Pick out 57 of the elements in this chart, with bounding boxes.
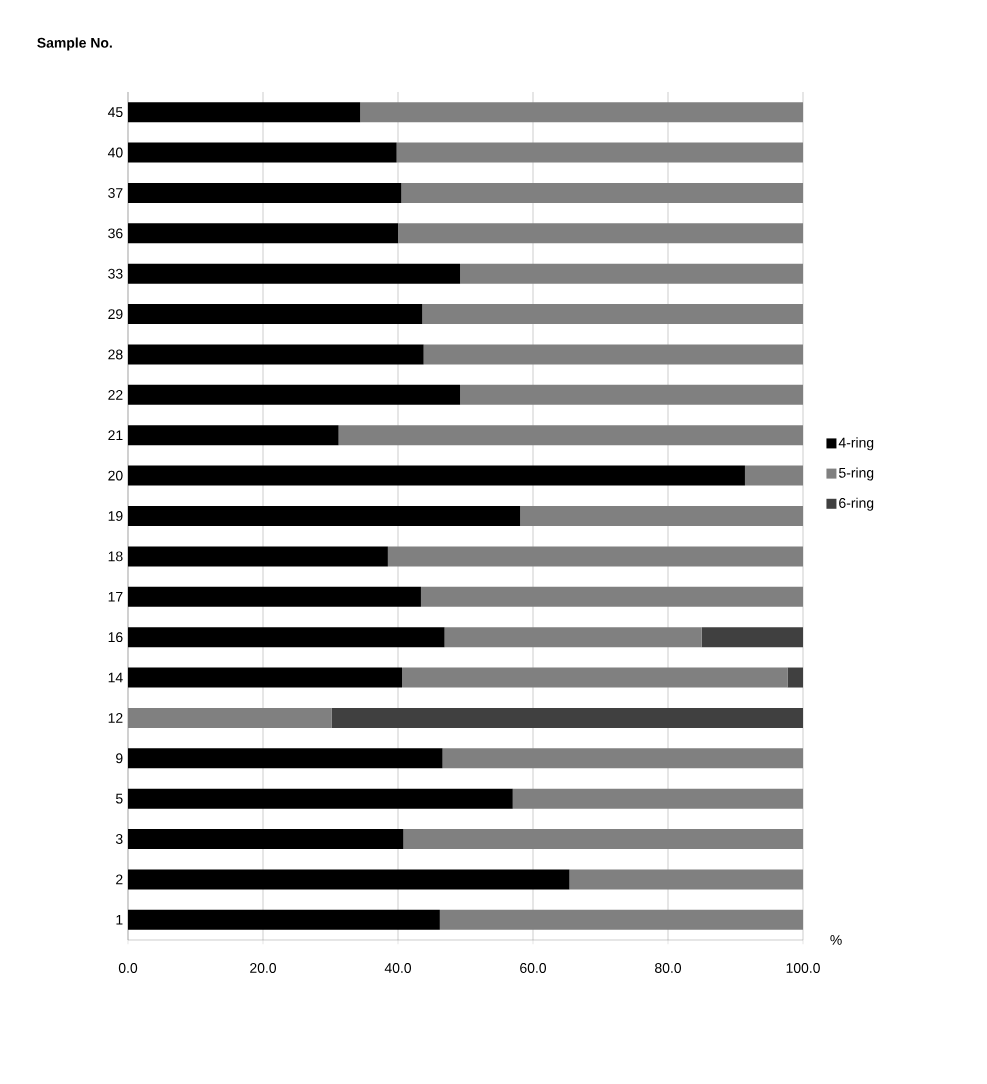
x-tick-label: 100.0 bbox=[786, 963, 820, 973]
bar bbox=[128, 263, 461, 284]
y-tick-label: 21 bbox=[108, 430, 123, 441]
x-tick-label: 40.0 bbox=[384, 963, 412, 973]
y-tick-label: 2 bbox=[116, 874, 123, 885]
bar bbox=[128, 223, 398, 244]
x-tick-label: 80.0 bbox=[655, 963, 682, 973]
y-tick-label: 28 bbox=[108, 349, 123, 360]
bar bbox=[128, 546, 388, 567]
legend-label: 4-ring bbox=[838, 437, 874, 451]
y-tick-label: 14 bbox=[108, 672, 123, 683]
y-tick-label: 17 bbox=[108, 591, 123, 602]
y-tick-label: 29 bbox=[108, 309, 123, 320]
bar bbox=[128, 869, 570, 890]
bar bbox=[128, 586, 421, 607]
bar bbox=[402, 667, 788, 688]
bar bbox=[128, 667, 403, 688]
bar bbox=[444, 627, 702, 648]
y-tick-label: 12 bbox=[108, 713, 123, 723]
legend-label: 6-ring bbox=[839, 497, 874, 511]
y-tick-label: 37 bbox=[108, 188, 123, 198]
bar bbox=[128, 142, 397, 163]
x-tick-label: 60.0 bbox=[520, 963, 547, 973]
bar bbox=[701, 627, 803, 648]
bar bbox=[128, 788, 513, 809]
bar bbox=[787, 667, 803, 688]
y-tick-label: 19 bbox=[108, 511, 123, 521]
y-tick-label: 1 bbox=[116, 915, 123, 925]
y-tick-label: 40 bbox=[107, 147, 123, 158]
y-tick-label: 5 bbox=[115, 793, 123, 804]
x-tick-label: 0.0 bbox=[118, 963, 138, 973]
bar bbox=[128, 182, 402, 203]
y-tick-label: 18 bbox=[108, 551, 123, 562]
bar bbox=[128, 829, 404, 850]
legend-label: 5-ring bbox=[839, 467, 874, 481]
bar bbox=[128, 506, 521, 526]
bar bbox=[128, 102, 361, 123]
y-tick-label: 33 bbox=[108, 268, 123, 279]
bar bbox=[128, 344, 424, 365]
y-tick-label: 16 bbox=[108, 632, 123, 643]
y-tick-label: 36 bbox=[108, 228, 123, 239]
y-tick-label: 3 bbox=[115, 834, 123, 844]
y-tick-label: 22 bbox=[108, 389, 123, 400]
y-tick-label: 9 bbox=[116, 753, 123, 764]
bar bbox=[128, 627, 445, 648]
bar bbox=[128, 748, 443, 769]
y-tick-label: 20 bbox=[108, 470, 123, 481]
bar bbox=[128, 304, 423, 325]
x-axis-title: % bbox=[830, 935, 842, 945]
bar bbox=[128, 425, 339, 446]
y-tick-label: 45 bbox=[107, 107, 123, 118]
bar bbox=[331, 707, 803, 728]
bar bbox=[128, 465, 745, 486]
bar bbox=[128, 909, 440, 930]
y-axis-title: Sample No. bbox=[37, 37, 112, 51]
x-tick-label: 20.0 bbox=[250, 963, 277, 973]
bar bbox=[128, 384, 461, 405]
